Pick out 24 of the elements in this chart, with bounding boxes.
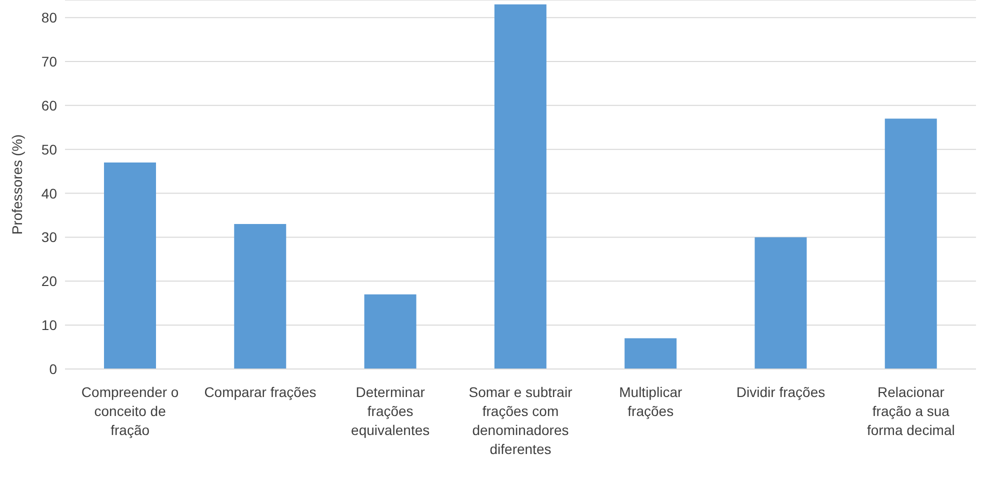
bar — [104, 162, 156, 369]
x-tick-label: Relacionar fração a sua forma decimal — [866, 384, 955, 438]
y-tick-label: 0 — [49, 360, 58, 377]
bar — [754, 237, 807, 369]
x-tick-label: Somar e subtrair frações com denominadores diferentes — [468, 384, 573, 457]
y-tick-label: 20 — [41, 273, 58, 290]
bar — [364, 294, 416, 369]
y-axis-title: Professores (%) — [8, 134, 25, 235]
y-tick-label: 60 — [41, 97, 58, 114]
y-tick-label: 70 — [41, 53, 58, 70]
x-tick-label: Determinar frações equivalentes — [351, 384, 430, 438]
bar — [884, 118, 937, 369]
x-tick-label: Comparar frações — [204, 384, 316, 400]
y-tick-label: 30 — [41, 229, 58, 246]
y-tick-label: 80 — [41, 10, 58, 26]
x-tick-label: Multiplicar frações — [619, 384, 682, 419]
bar — [234, 224, 286, 369]
x-tick-label: Dividir frações — [736, 384, 826, 400]
x-tick-label: Compreender o conceito de fração — [81, 384, 179, 438]
bar — [494, 4, 546, 369]
bar — [624, 338, 677, 369]
y-tick-label: 50 — [41, 141, 58, 158]
y-tick-label: 40 — [41, 185, 58, 202]
y-tick-label: 10 — [41, 317, 58, 334]
